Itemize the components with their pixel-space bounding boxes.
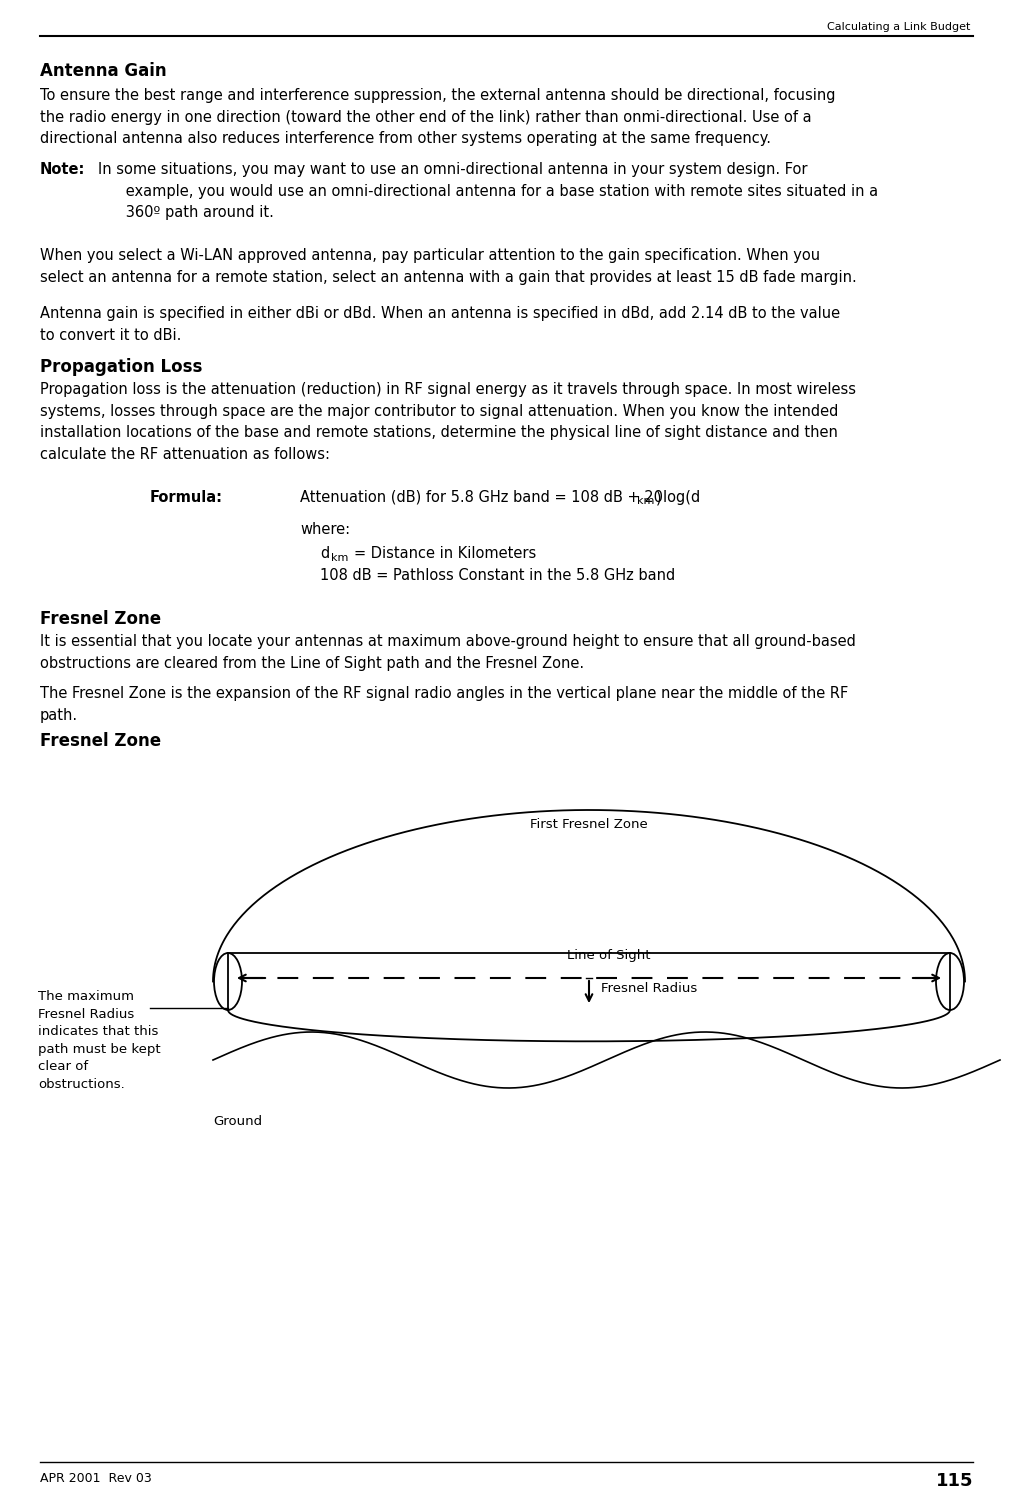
Text: where:: where: [300, 522, 350, 537]
Text: Propagation loss is the attenuation (reduction) in RF signal energy as it travel: Propagation loss is the attenuation (red… [40, 381, 856, 462]
Text: Fresnel Radius: Fresnel Radius [601, 983, 697, 995]
Text: Antenna gain is specified in either dBi or dBd. When an antenna is specified in : Antenna gain is specified in either dBi … [40, 307, 840, 343]
Text: Ground: Ground [213, 1115, 262, 1128]
Text: Antenna Gain: Antenna Gain [40, 61, 166, 79]
Text: It is essential that you locate your antennas at maximum above-ground height to : It is essential that you locate your ant… [40, 634, 856, 670]
Text: Fresnel Zone: Fresnel Zone [40, 610, 161, 628]
Text: Attenuation (dB) for 5.8 GHz band = 108 dB + 20log(d: Attenuation (dB) for 5.8 GHz band = 108 … [300, 491, 700, 506]
Text: km: km [331, 554, 348, 562]
Text: 108 dB = Pathloss Constant in the 5.8 GHz band: 108 dB = Pathloss Constant in the 5.8 GH… [320, 568, 676, 583]
Text: Note:: Note: [40, 162, 85, 177]
Text: = Distance in Kilometers: = Distance in Kilometers [354, 546, 536, 561]
Text: d: d [320, 546, 329, 561]
Text: ): ) [656, 491, 661, 506]
Text: To ensure the best range and interference suppression, the external antenna shou: To ensure the best range and interferenc… [40, 88, 836, 147]
Text: 115: 115 [935, 1472, 973, 1490]
Text: km: km [637, 497, 654, 506]
Text: The maximum
Fresnel Radius
indicates that this
path must be kept
clear of
obstru: The maximum Fresnel Radius indicates tha… [38, 990, 161, 1091]
Text: Calculating a Link Budget: Calculating a Link Budget [827, 22, 970, 31]
Text: APR 2001  Rev 03: APR 2001 Rev 03 [40, 1472, 152, 1486]
Text: The Fresnel Zone is the expansion of the RF signal radio angles in the vertical : The Fresnel Zone is the expansion of the… [40, 687, 848, 723]
Text: First Fresnel Zone: First Fresnel Zone [530, 818, 648, 830]
Text: In some situations, you may want to use an omni-directional antenna in your syst: In some situations, you may want to use … [98, 162, 878, 220]
Text: When you select a Wi-LAN approved antenna, pay particular attention to the gain : When you select a Wi-LAN approved antenn… [40, 248, 857, 284]
Text: Propagation Loss: Propagation Loss [40, 358, 203, 375]
Text: Line of Sight: Line of Sight [567, 948, 650, 962]
Text: Fresnel Zone: Fresnel Zone [40, 732, 161, 749]
Text: Formula:: Formula: [150, 491, 223, 506]
